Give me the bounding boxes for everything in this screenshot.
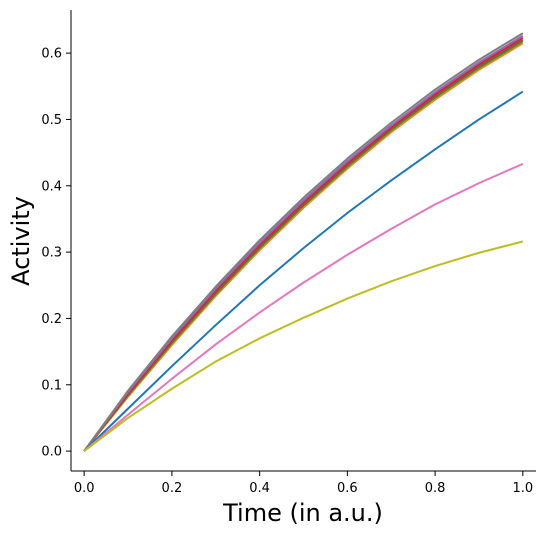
x-axis-title: Time (in a.u.) xyxy=(222,499,383,527)
series-line-6 xyxy=(83,32,524,452)
y-tick-label: 0.4 xyxy=(41,179,62,194)
series-line-8 xyxy=(83,162,524,452)
series-line-1 xyxy=(83,42,524,452)
series-line-9 xyxy=(83,240,524,452)
series-line-5 xyxy=(83,35,524,452)
series-line-4 xyxy=(83,37,524,452)
x-tick-label: 0.2 xyxy=(162,481,183,496)
x-tick-label: 1.0 xyxy=(512,481,533,496)
y-tick-label: 0.6 xyxy=(41,47,62,62)
axes-layer xyxy=(70,10,536,472)
ticks-layer: 0.0 0.2 0.4 0.6 0.8 1.0 0.0 0.1 0.2 0.3 0.4 0.5 0.6 xyxy=(41,47,533,496)
y-tick-label: 0.3 xyxy=(41,246,62,261)
y-axis-title: Activity xyxy=(7,196,35,286)
series-layer xyxy=(83,32,524,452)
y-tick-label: 0.5 xyxy=(41,113,62,128)
y-tick-label: 0.1 xyxy=(41,378,62,393)
x-tick-label: 0.6 xyxy=(337,481,358,496)
x-tick-label: 0.8 xyxy=(425,481,446,496)
y-tick-label: 0.0 xyxy=(41,445,62,460)
x-tick-label: 0.4 xyxy=(249,481,270,496)
x-tick-label: 0.0 xyxy=(74,481,95,496)
series-line-2 xyxy=(83,40,524,452)
series-line-3 xyxy=(83,38,524,452)
series-line-7 xyxy=(83,90,524,452)
y-tick-label: 0.2 xyxy=(41,312,62,327)
